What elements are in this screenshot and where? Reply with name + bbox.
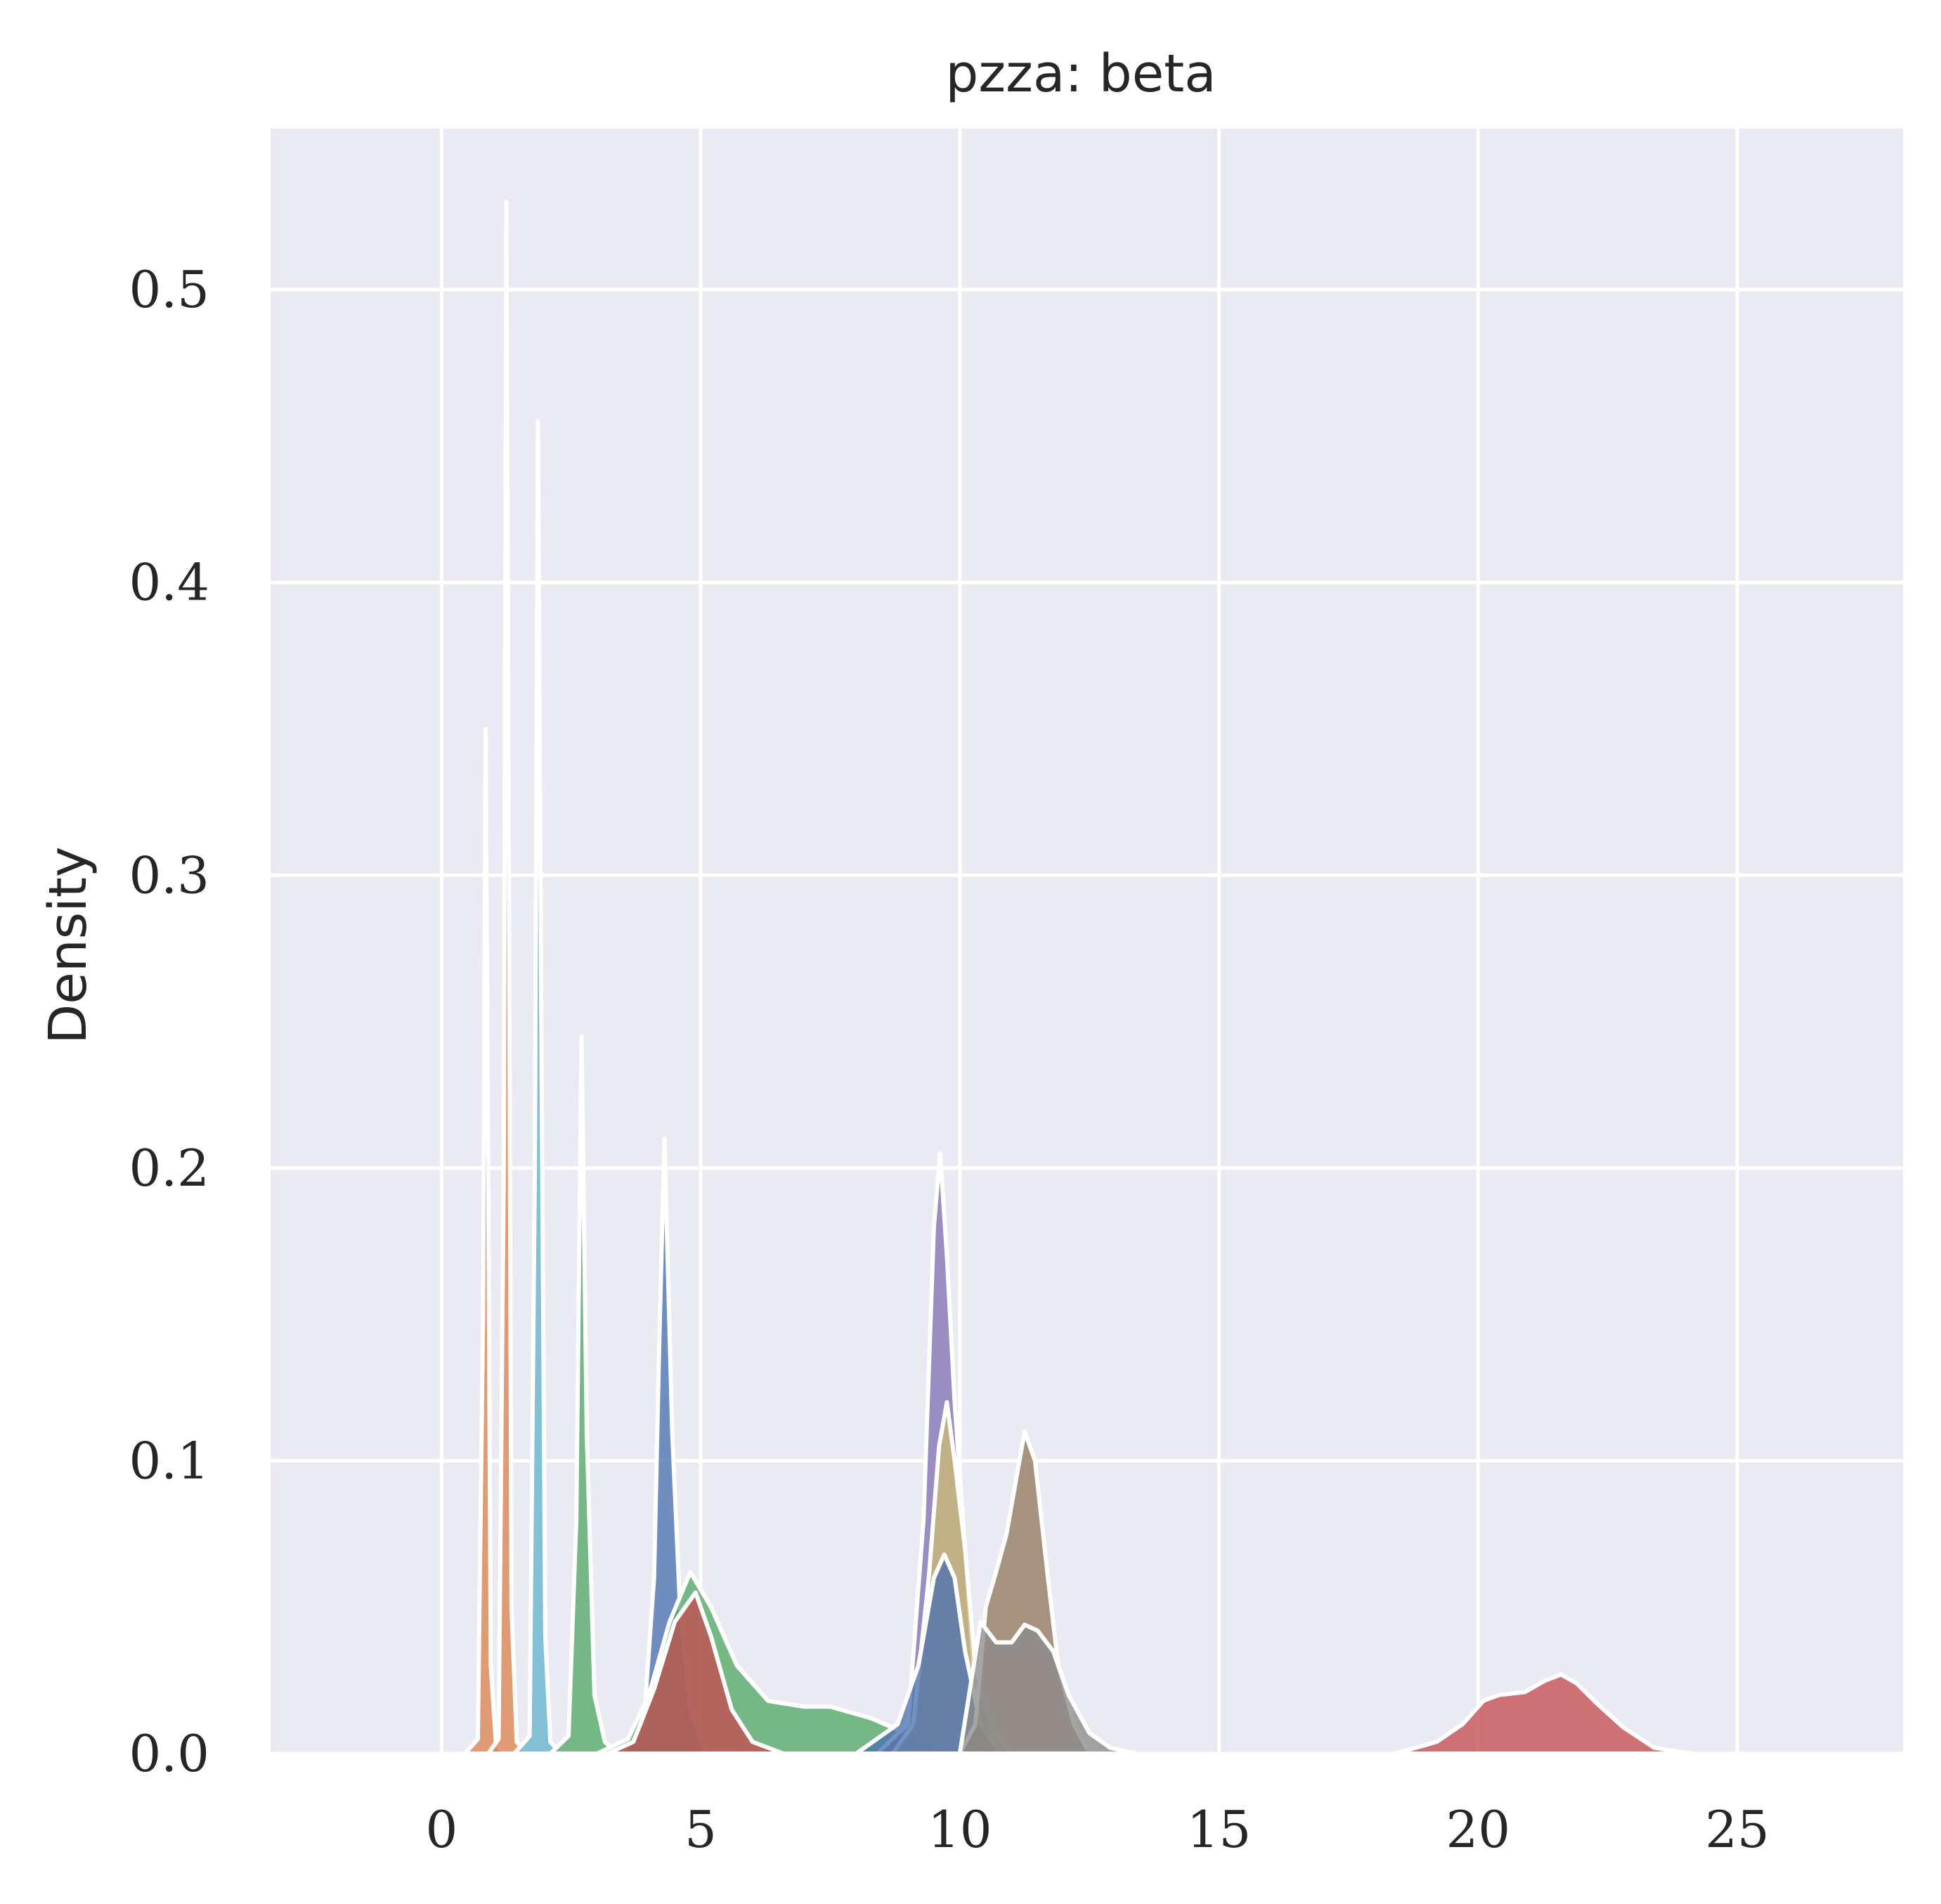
y-tick-label: 0.1 bbox=[129, 1431, 209, 1490]
plot-background bbox=[271, 129, 1903, 1754]
y-tick-label: 0.3 bbox=[129, 846, 209, 905]
y-tick-label: 0.5 bbox=[129, 260, 209, 319]
y-tick-labels: 0.0 0.1 0.2 0.3 0.4 0.5 bbox=[129, 260, 209, 1783]
x-tick-label: 15 bbox=[1187, 1800, 1252, 1859]
y-axis-label: Density bbox=[38, 846, 98, 1044]
y-tick-label: 0.4 bbox=[129, 553, 209, 612]
density-areas bbox=[462, 200, 1693, 1756]
x-tick-label: 25 bbox=[1705, 1800, 1770, 1859]
x-tick-label: 10 bbox=[928, 1800, 992, 1859]
density-area-13 bbox=[1393, 1672, 1693, 1756]
density-area-7 bbox=[605, 1590, 786, 1756]
x-tick-label: 5 bbox=[684, 1800, 717, 1859]
grid-lines bbox=[271, 129, 1903, 1756]
y-tick-label: 0.2 bbox=[129, 1139, 209, 1198]
density-area-12 bbox=[957, 1619, 1138, 1756]
x-tick-label: 20 bbox=[1446, 1800, 1510, 1859]
chart-title: pzza: beta bbox=[945, 44, 1216, 104]
x-tick-labels: 0 5 10 15 20 25 bbox=[425, 1800, 1769, 1859]
y-tick-label: 0.0 bbox=[129, 1724, 209, 1783]
x-tick-label: 0 bbox=[425, 1800, 457, 1859]
